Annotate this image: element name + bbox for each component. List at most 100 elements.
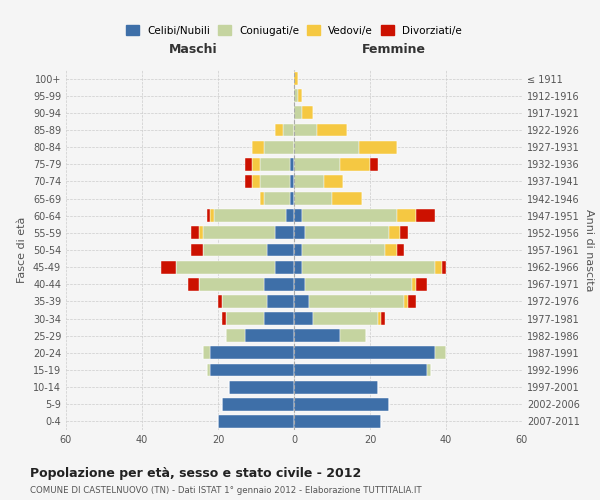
Bar	[191, 226, 199, 239]
Bar	[294, 330, 340, 342]
Bar	[211, 346, 294, 360]
Bar	[199, 278, 263, 290]
Bar	[434, 260, 442, 274]
Bar	[188, 278, 199, 290]
Bar	[218, 295, 222, 308]
Bar	[290, 175, 294, 188]
Bar	[325, 175, 343, 188]
Bar	[294, 140, 359, 153]
Bar	[294, 398, 389, 410]
Bar	[408, 295, 416, 308]
Bar	[294, 210, 302, 222]
Bar	[206, 210, 211, 222]
Bar	[294, 244, 302, 256]
Bar	[397, 210, 416, 222]
Bar	[245, 158, 252, 170]
Bar	[263, 278, 294, 290]
Bar	[412, 278, 416, 290]
Bar	[305, 278, 412, 290]
Bar	[203, 226, 275, 239]
Bar	[294, 72, 298, 85]
Bar	[283, 124, 294, 136]
Bar	[275, 260, 294, 274]
Bar	[226, 330, 245, 342]
Bar	[214, 210, 286, 222]
Bar	[302, 260, 434, 274]
Bar	[199, 226, 203, 239]
Bar	[294, 90, 298, 102]
Bar	[203, 244, 268, 256]
Bar	[416, 278, 427, 290]
Bar	[275, 226, 294, 239]
Bar	[161, 260, 176, 274]
Bar	[252, 140, 263, 153]
Bar	[302, 210, 397, 222]
Bar	[294, 106, 302, 120]
Bar	[191, 244, 203, 256]
Bar	[260, 175, 290, 188]
Bar	[268, 244, 294, 256]
Bar	[222, 312, 226, 325]
Y-axis label: Anni di nascita: Anni di nascita	[584, 209, 593, 291]
Bar	[263, 140, 294, 153]
Bar	[340, 330, 366, 342]
Bar	[252, 175, 260, 188]
Bar	[294, 380, 377, 394]
Bar	[302, 244, 385, 256]
Legend: Celibi/Nubili, Coniugati/e, Vedovi/e, Divorziati/e: Celibi/Nubili, Coniugati/e, Vedovi/e, Di…	[122, 21, 466, 40]
Bar	[359, 140, 397, 153]
Bar	[275, 124, 283, 136]
Bar	[442, 260, 446, 274]
Bar	[176, 260, 275, 274]
Bar	[294, 260, 302, 274]
Bar	[290, 158, 294, 170]
Bar	[290, 192, 294, 205]
Bar	[260, 158, 290, 170]
Bar	[302, 106, 313, 120]
Bar	[211, 210, 214, 222]
Bar	[245, 330, 294, 342]
Bar	[317, 124, 347, 136]
Bar	[294, 124, 317, 136]
Bar	[305, 226, 389, 239]
Bar	[245, 175, 252, 188]
Text: Popolazione per età, sesso e stato civile - 2012: Popolazione per età, sesso e stato civil…	[30, 468, 361, 480]
Bar	[203, 346, 211, 360]
Bar	[313, 312, 377, 325]
Bar	[222, 295, 268, 308]
Bar	[226, 312, 263, 325]
Bar	[400, 226, 408, 239]
Bar	[377, 312, 382, 325]
Text: Maschi: Maschi	[169, 42, 218, 56]
Bar	[434, 346, 446, 360]
Y-axis label: Fasce di età: Fasce di età	[17, 217, 27, 283]
Bar	[294, 346, 434, 360]
Bar	[229, 380, 294, 394]
Bar	[294, 226, 305, 239]
Bar	[294, 295, 309, 308]
Bar	[294, 158, 340, 170]
Bar	[416, 210, 434, 222]
Bar	[218, 415, 294, 428]
Bar	[294, 364, 427, 376]
Bar	[389, 226, 400, 239]
Bar	[222, 398, 294, 410]
Bar	[260, 192, 263, 205]
Bar	[211, 364, 294, 376]
Text: Femmine: Femmine	[362, 42, 427, 56]
Bar	[332, 192, 362, 205]
Bar	[298, 90, 302, 102]
Bar	[263, 192, 290, 205]
Bar	[382, 312, 385, 325]
Bar	[309, 295, 404, 308]
Bar	[294, 278, 305, 290]
Bar	[294, 415, 382, 428]
Bar	[294, 175, 325, 188]
Bar	[263, 312, 294, 325]
Bar	[370, 158, 377, 170]
Bar	[252, 158, 260, 170]
Bar	[294, 312, 313, 325]
Bar	[427, 364, 431, 376]
Bar	[294, 192, 332, 205]
Bar	[385, 244, 397, 256]
